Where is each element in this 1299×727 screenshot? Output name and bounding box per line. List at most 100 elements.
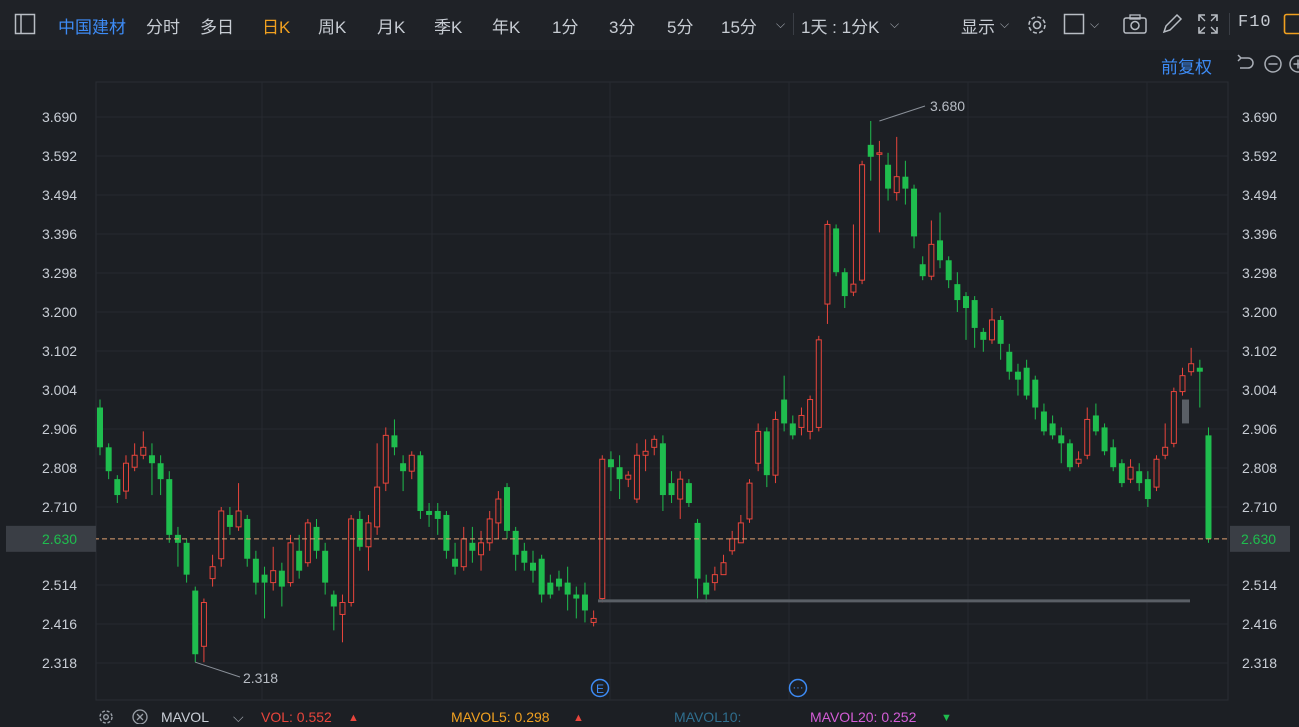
- candle-body: [219, 511, 224, 559]
- candle-body: [443, 515, 449, 551]
- candle: [1015, 364, 1021, 396]
- candle-body: [799, 415, 804, 427]
- candle-body: [530, 563, 536, 571]
- candle-body: [747, 483, 752, 519]
- candle-body: [1128, 467, 1133, 479]
- indicator-close-icon[interactable]: [131, 708, 149, 727]
- candle: [513, 527, 519, 571]
- candle-body: [652, 439, 657, 447]
- candle-body: [227, 515, 233, 527]
- vol-value: VOL: 0.552: [261, 709, 332, 725]
- candle-body: [192, 591, 198, 655]
- candle: [149, 443, 155, 495]
- y-tick-label-left: 2.710: [42, 499, 77, 515]
- indicator-gear-icon[interactable]: [97, 708, 115, 727]
- candle: [244, 515, 250, 567]
- candle-body: [825, 224, 830, 304]
- candle-body: [1110, 447, 1116, 467]
- candle-body: [730, 539, 735, 551]
- event-e-marker[interactable]: E: [592, 680, 609, 697]
- candle: [911, 185, 917, 249]
- candle: [1128, 459, 1133, 483]
- y-tick-label-right: 3.102: [1242, 343, 1277, 359]
- high-annotation-leader: [879, 106, 925, 121]
- candle: [695, 519, 701, 599]
- candle: [842, 268, 848, 308]
- candle: [1171, 388, 1176, 448]
- candle: [1180, 368, 1185, 396]
- candle: [626, 471, 631, 487]
- candle: [253, 551, 259, 595]
- y-tick-label-right: 3.494: [1242, 187, 1277, 203]
- candle-body: [998, 320, 1004, 344]
- candle: [1154, 455, 1159, 491]
- candle: [166, 471, 172, 543]
- candle: [435, 503, 441, 535]
- candle-body: [1058, 435, 1064, 443]
- candle-body: [989, 320, 994, 340]
- candle: [825, 220, 830, 323]
- candle: [469, 527, 475, 563]
- candle: [1024, 360, 1030, 400]
- candle: [461, 527, 466, 571]
- candle: [565, 567, 571, 611]
- candle-body: [695, 523, 701, 579]
- candle: [1145, 471, 1151, 507]
- candle-body: [1015, 372, 1021, 380]
- candle-body: [877, 153, 882, 155]
- candle-body: [296, 551, 302, 571]
- candle: [530, 551, 536, 583]
- y-tick-label-right: 3.004: [1242, 382, 1277, 398]
- y-tick-label-left: 3.004: [42, 382, 77, 398]
- candle-body: [773, 419, 778, 475]
- candle-body: [721, 563, 726, 575]
- candle-body: [409, 455, 414, 471]
- candle: [1085, 408, 1090, 460]
- candle: [452, 543, 458, 575]
- candle-body: [547, 583, 553, 595]
- candle: [227, 507, 233, 535]
- candle-body: [383, 435, 388, 483]
- y-tick-label-left: 3.396: [42, 226, 77, 242]
- candle: [669, 471, 675, 503]
- candle: [1110, 439, 1116, 471]
- indicator-name[interactable]: MAVOL: [161, 709, 209, 725]
- y-tick-label-right: 3.200: [1242, 304, 1277, 320]
- candle: [652, 435, 657, 455]
- candle: [686, 479, 692, 507]
- candle-body: [634, 455, 639, 499]
- candle-body: [400, 463, 406, 471]
- candle: [340, 595, 345, 643]
- candle-body: [366, 523, 371, 547]
- candle-body: [262, 575, 268, 583]
- candle-body: [643, 451, 648, 455]
- candle: [980, 328, 986, 352]
- candle: [201, 599, 206, 663]
- candle: [799, 408, 804, 436]
- candle-body: [349, 519, 354, 603]
- candle: [730, 531, 735, 555]
- candles: [97, 121, 1211, 662]
- candle-body: [972, 300, 978, 328]
- candle: [1205, 427, 1211, 542]
- candle-body: [669, 483, 675, 495]
- candle-body: [954, 284, 960, 300]
- y-tick-label-left: 2.514: [42, 577, 77, 593]
- pending-candle: [1182, 400, 1189, 424]
- candle-body: [469, 543, 475, 551]
- candle: [1050, 415, 1056, 439]
- plot-frame: [96, 82, 1228, 700]
- event-more-marker[interactable]: ···: [790, 680, 807, 697]
- candle: [417, 451, 423, 519]
- candle-body: [1093, 415, 1099, 431]
- candle: [573, 587, 579, 619]
- candle-body: [149, 455, 155, 463]
- mavol5-up-arrow-icon: ▲: [573, 712, 584, 724]
- candle-body: [556, 579, 562, 587]
- candle-body: [1163, 447, 1168, 455]
- candle-body: [1205, 435, 1211, 538]
- candle-body: [911, 189, 917, 237]
- indicator-chevron-icon[interactable]: ⌵: [233, 709, 244, 726]
- candle: [1197, 360, 1203, 408]
